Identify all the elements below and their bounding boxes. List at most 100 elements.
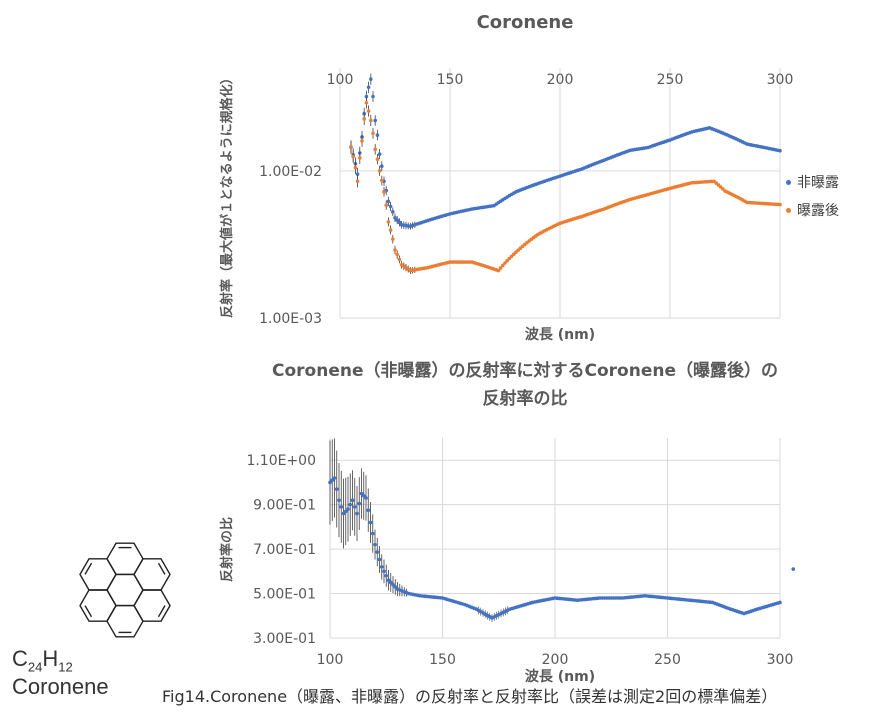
data-point [334,487,339,491]
data-point [364,101,369,105]
molecule-name: Coronene [12,674,109,699]
data-point [369,118,373,123]
data-point [328,480,332,485]
x-tick-label: 250 [654,652,681,668]
data-point [778,148,782,153]
data-point [503,261,507,265]
figure-caption: Fig14.Coronene（曝露、非曝露）の反射率と反射率比（誤差は測定2回の… [162,687,778,706]
data-point [395,218,400,222]
data-point [380,164,384,169]
x-tick-label: 100 [317,652,344,668]
chart1-legend-item-2: 曝露後 [786,200,839,220]
data-point [397,257,402,262]
double-bond [157,605,166,618]
data-point [346,507,350,511]
data-point [377,169,382,173]
benzene-ring [106,573,144,607]
data-point [380,178,384,183]
x-tick-label: 200 [547,72,574,88]
data-point [382,190,386,194]
data-point [397,220,402,225]
series-1 [349,73,782,230]
double-bond [84,562,93,575]
data-point [388,580,393,585]
data-point [393,215,397,220]
data-point [337,498,341,503]
data-point [384,573,389,578]
data-point [359,491,364,496]
data-point [330,478,335,483]
data-point [391,237,395,241]
x-tick-label: 200 [542,652,569,668]
coronene-bonds [79,542,171,638]
data-point [360,139,364,143]
chart1-x-axis-label: 波長 (nm) [524,327,596,343]
data-point [364,496,368,500]
y-tick-label: 7.00E-01 [253,542,316,558]
data-point [386,578,391,583]
data-point [391,582,395,587]
data-point [373,118,378,123]
chart1-title: Coronene [476,12,574,33]
data-point [507,256,512,261]
chart2-title: Coronene（非曝露）の反射率に対するCoronene（曝露後）の反射率の比 [272,361,778,409]
data-point [375,157,380,162]
x-tick-label: 250 [657,72,684,88]
data-point [366,508,371,513]
data-point [358,156,362,160]
data-point [393,248,397,252]
data-point [341,511,346,516]
data-point [375,133,380,137]
chart2-plot: 100 150 200 250 300 1.10E+00 9.00E-01 7.00E-01 5… [246,438,796,668]
y-tick-label: 1.00E-03 [259,311,322,327]
data-point [352,505,357,509]
data-point [348,502,353,507]
x-tick-label: 300 [767,652,794,668]
x-tick-label: 150 [429,652,456,668]
data-point [355,179,360,184]
data-point [778,600,782,605]
data-point [350,498,355,503]
data-point [382,569,386,574]
data-point [370,531,375,536]
data-point [343,509,348,514]
data-point [364,94,369,99]
data-point [505,258,510,263]
data-point [368,520,373,525]
data-point [357,501,362,506]
data-point [386,220,391,224]
chart1-legend-item-1: 非曝露 [786,172,839,192]
y-tick-label: 5.00E-01 [253,587,316,603]
series-2 [349,97,782,274]
double-bond [157,562,166,575]
series-ratio [328,438,796,622]
data-point [393,585,398,589]
molecular-formula: C24H12 [12,646,73,675]
data-point [498,266,503,270]
legend-marker-blue [786,179,791,185]
benzene-ring [133,558,171,591]
data-point [373,147,378,152]
data-point [366,85,371,90]
data-point [366,109,371,113]
data-point [386,199,391,204]
data-point [379,565,384,569]
data-point [362,117,367,121]
data-point [353,165,358,170]
data-point [361,493,366,498]
x-tick-label: 300 [767,72,794,88]
y-tick-label: 9.00E-01 [253,498,316,514]
data-point [355,511,359,516]
double-bond [84,605,93,618]
data-point [377,152,382,156]
data-point [388,228,393,232]
legend-marker-orange [786,207,791,213]
data-point [377,557,382,562]
data-point [778,202,782,207]
data-point [501,263,505,268]
chart2-x-axis-label: 波長 (nm) [524,669,596,685]
data-point [496,268,501,273]
data-point [384,203,389,207]
data-point [371,94,375,99]
y-tick-label: 1.10E+00 [246,453,316,469]
